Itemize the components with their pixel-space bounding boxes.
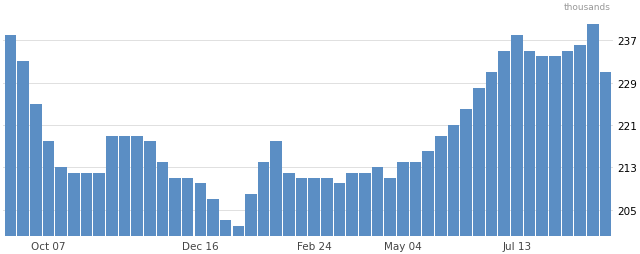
Bar	[131, 136, 143, 254]
Bar	[321, 178, 333, 254]
Bar	[93, 173, 105, 254]
Bar	[562, 52, 573, 254]
Bar	[346, 173, 358, 254]
Bar	[258, 163, 269, 254]
Bar	[410, 163, 422, 254]
Bar	[587, 25, 599, 254]
Bar	[422, 152, 434, 254]
Bar	[499, 52, 510, 254]
Bar	[308, 178, 320, 254]
Bar	[549, 57, 561, 254]
Bar	[511, 36, 523, 254]
Bar	[169, 178, 181, 254]
Bar	[118, 136, 130, 254]
Bar	[182, 178, 193, 254]
Bar	[106, 136, 118, 254]
Bar	[296, 178, 307, 254]
Bar	[385, 178, 396, 254]
Bar	[372, 168, 383, 254]
Bar	[271, 141, 282, 254]
Bar	[220, 220, 232, 254]
Bar	[232, 226, 244, 254]
Bar	[245, 194, 257, 254]
Bar	[144, 141, 156, 254]
Bar	[283, 173, 295, 254]
Bar	[30, 104, 42, 254]
Bar	[195, 184, 206, 254]
Bar	[397, 163, 409, 254]
Bar	[42, 141, 54, 254]
Bar	[473, 88, 484, 254]
Bar	[524, 52, 536, 254]
Bar	[68, 173, 79, 254]
Bar	[486, 73, 497, 254]
Bar	[17, 62, 29, 254]
Bar	[600, 73, 611, 254]
Bar	[55, 168, 67, 254]
Bar	[448, 125, 460, 254]
Bar	[207, 199, 219, 254]
Bar	[334, 184, 346, 254]
Bar	[359, 173, 371, 254]
Bar	[157, 163, 168, 254]
Text: thousands: thousands	[564, 3, 611, 12]
Bar	[4, 36, 16, 254]
Bar	[575, 46, 586, 254]
Bar	[460, 110, 472, 254]
Bar	[435, 136, 447, 254]
Bar	[81, 173, 92, 254]
Bar	[536, 57, 548, 254]
